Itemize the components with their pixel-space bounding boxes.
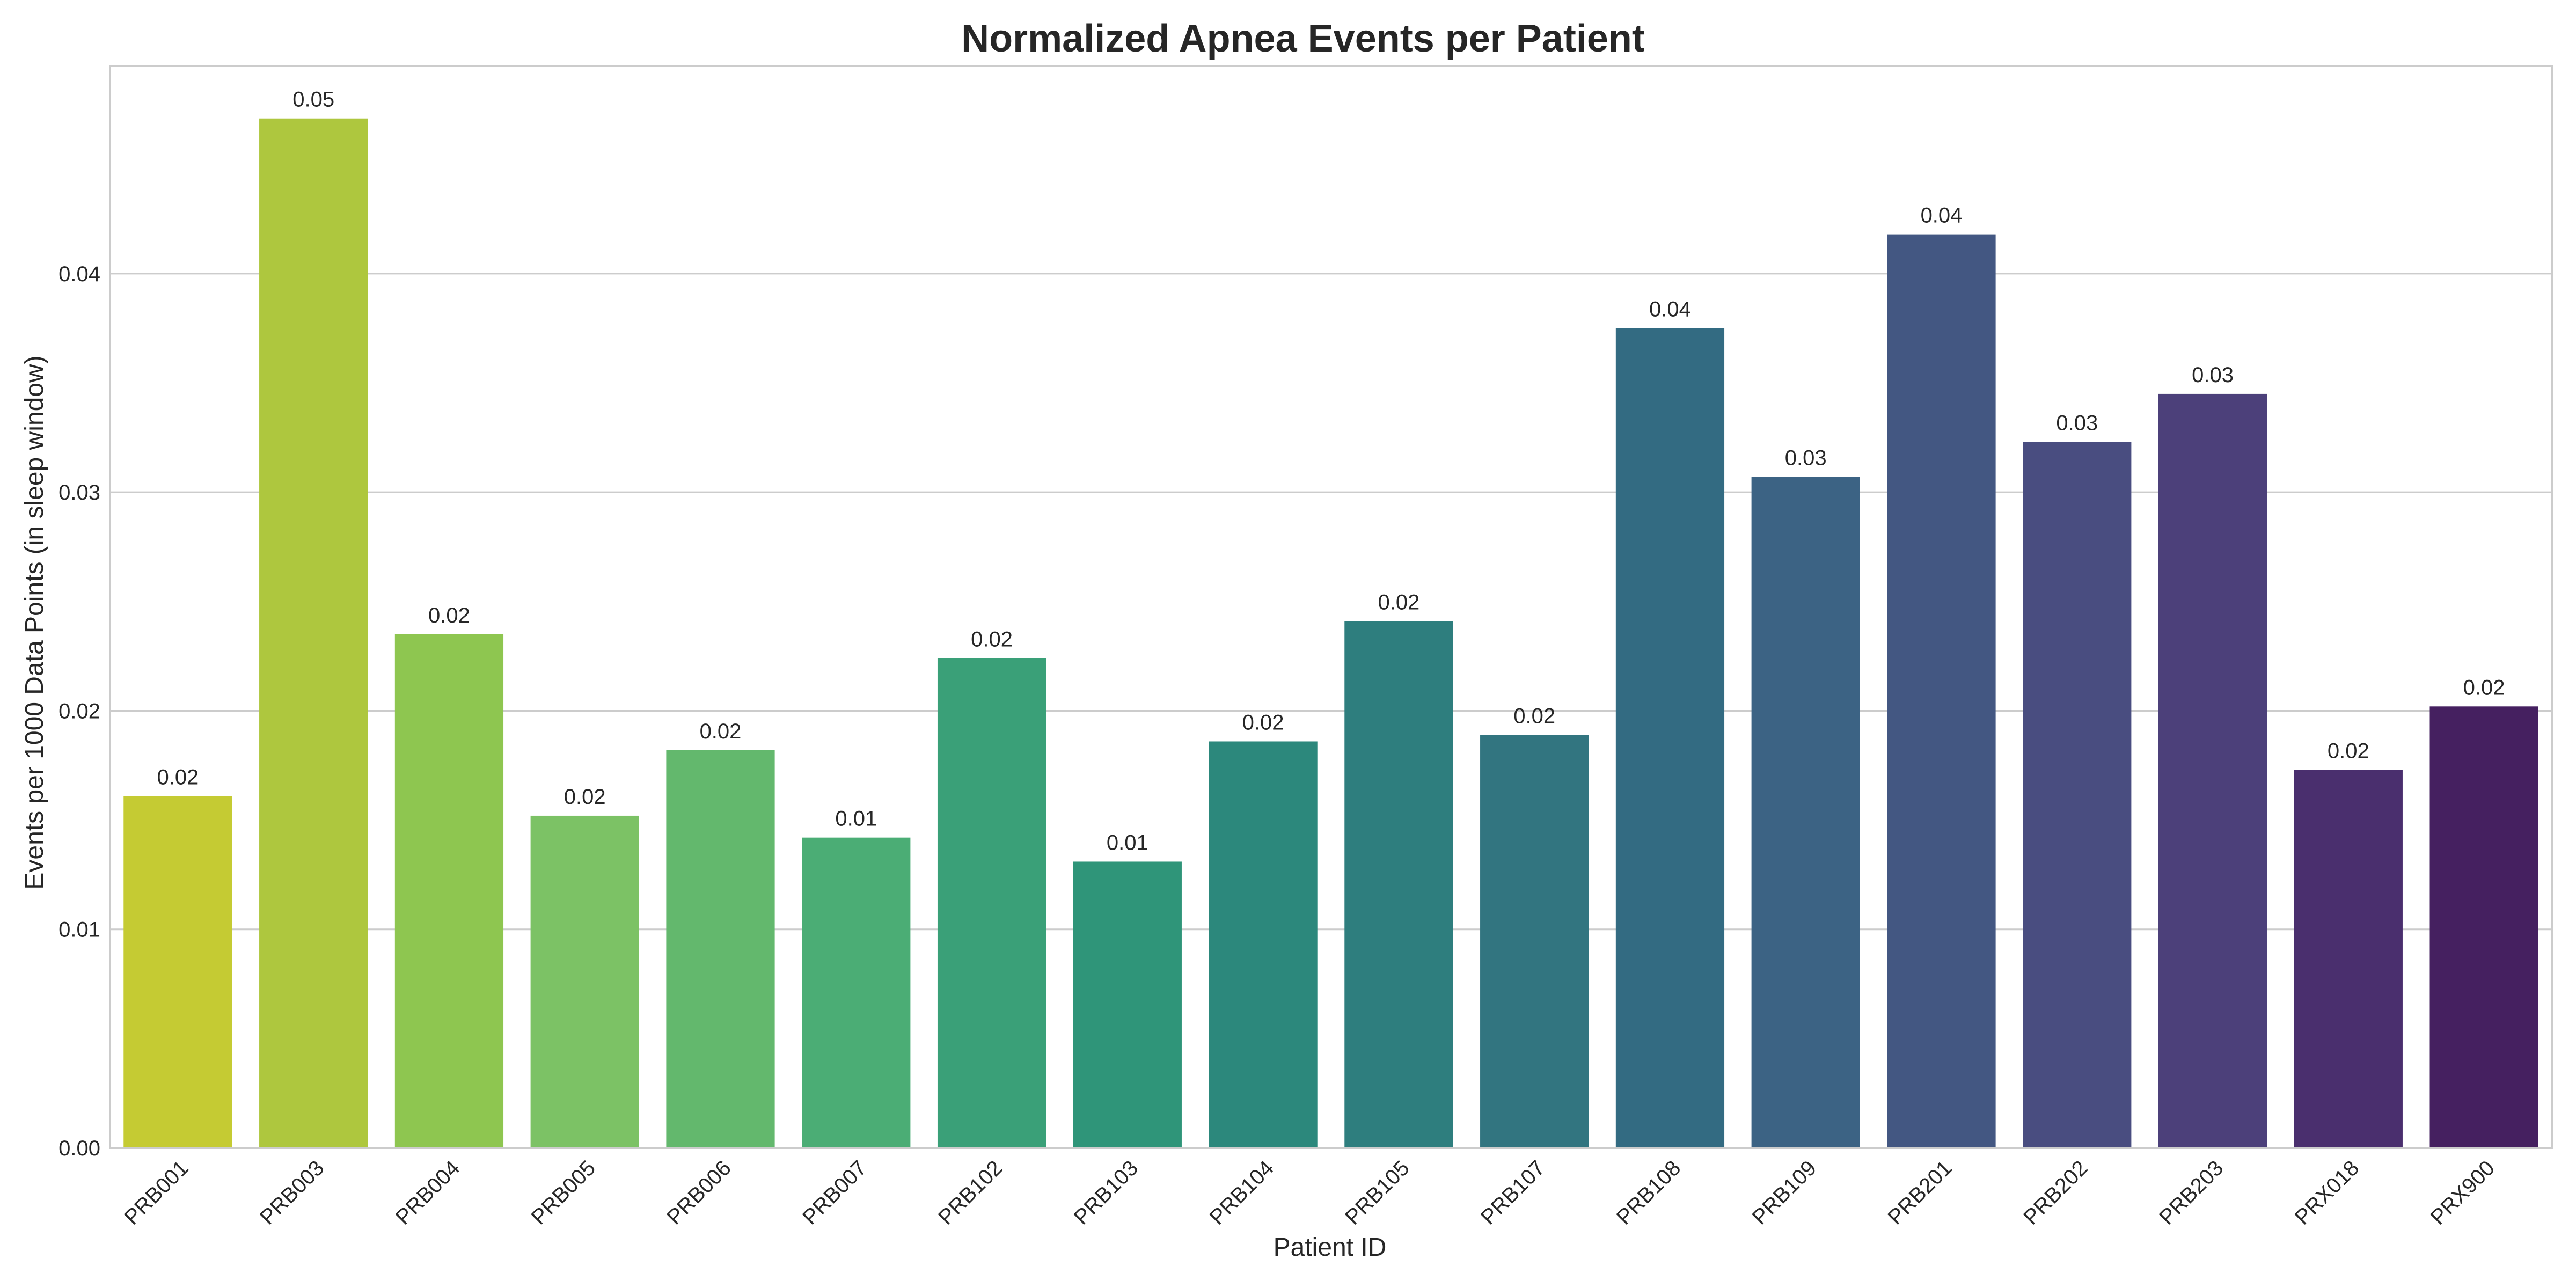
data-label-prb107: 0.02 <box>1513 704 1555 728</box>
bar-value-labels: 0.02 0.05 0.02 0.02 0.02 0.01 0.02 0.01 0.02 0.02… <box>157 88 2505 855</box>
bars <box>123 118 2538 1148</box>
bar-prb102 <box>937 658 1046 1148</box>
bar-prb203 <box>2158 393 2267 1148</box>
data-label-prb108: 0.04 <box>1649 298 1691 321</box>
bar-prb108 <box>1615 328 1725 1148</box>
bar-prb201 <box>1887 234 1996 1148</box>
plot-frame <box>109 65 2553 1149</box>
y-tick-label: 0.03 <box>58 481 100 504</box>
bar-prb107 <box>1480 735 1589 1148</box>
data-label-prb005: 0.02 <box>564 785 606 809</box>
y-tick-labels: 0.00 0.01 0.02 0.03 0.04 <box>58 262 100 1160</box>
bar-prb004 <box>394 634 504 1148</box>
bar-prb104 <box>1209 741 1318 1148</box>
data-label-prb102: 0.02 <box>971 628 1013 652</box>
data-label-prb105: 0.02 <box>1378 590 1419 614</box>
data-label-prb003: 0.05 <box>292 88 334 112</box>
data-label-prx018: 0.02 <box>2328 739 2369 763</box>
data-label-prb007: 0.01 <box>835 807 877 831</box>
data-label-prb109: 0.03 <box>1785 447 1827 470</box>
y-axis-label: Events per 1000 Data Points (in sleep wi… <box>20 355 49 889</box>
y-tick-label: 0.00 <box>58 1137 100 1160</box>
data-label-prb001: 0.02 <box>157 765 199 789</box>
data-label-prb203: 0.03 <box>2192 363 2234 387</box>
bar-prb103 <box>1073 861 1182 1148</box>
data-label-prx900: 0.02 <box>2463 676 2505 699</box>
bar-prb005 <box>530 815 639 1148</box>
y-tick-label: 0.02 <box>58 699 100 723</box>
bar-prx018 <box>2294 770 2403 1148</box>
bar-prb202 <box>2023 442 2132 1148</box>
data-label-prb103: 0.01 <box>1107 831 1148 854</box>
bar-prb006 <box>666 750 775 1148</box>
bar-prb109 <box>1751 477 1860 1148</box>
bar-prb001 <box>123 796 232 1148</box>
chart-title: Normalized Apnea Events per Patient <box>961 17 1645 60</box>
data-label-prb006: 0.02 <box>700 720 742 743</box>
bar-prb007 <box>802 837 911 1148</box>
data-label-prb104: 0.02 <box>1242 711 1284 734</box>
bar-prx900 <box>2429 706 2538 1148</box>
data-label-prb004: 0.02 <box>428 604 470 627</box>
data-label-prb202: 0.03 <box>2056 412 2098 435</box>
bar-prb003 <box>259 118 368 1148</box>
data-label-prb201: 0.04 <box>1921 204 1963 228</box>
x-axis-label: Patient ID <box>1274 1233 1387 1262</box>
bar-prb105 <box>1344 621 1453 1148</box>
y-tick-label: 0.01 <box>58 918 100 942</box>
y-tick-label: 0.04 <box>58 262 100 286</box>
